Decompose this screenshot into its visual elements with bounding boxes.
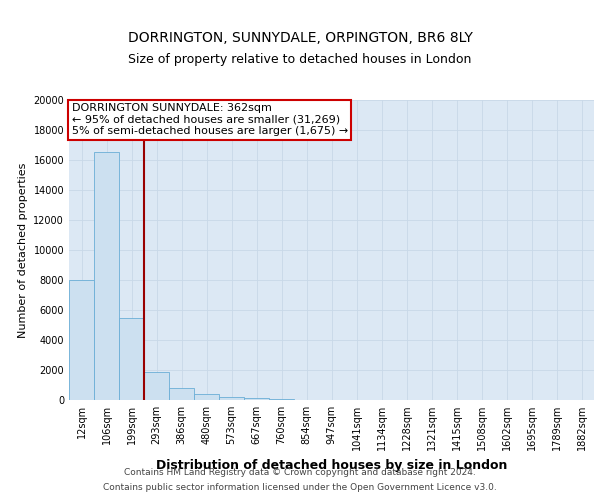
Bar	[169, 388, 194, 400]
Bar	[144, 372, 169, 400]
Bar	[69, 280, 94, 400]
Bar	[269, 398, 294, 400]
Bar	[94, 152, 119, 400]
Text: Size of property relative to detached houses in London: Size of property relative to detached ho…	[128, 54, 472, 66]
Text: Contains public sector information licensed under the Open Government Licence v3: Contains public sector information licen…	[103, 483, 497, 492]
Bar	[194, 394, 219, 400]
Bar	[219, 397, 244, 400]
Text: DORRINGTON SUNNYDALE: 362sqm
← 95% of detached houses are smaller (31,269)
5% of: DORRINGTON SUNNYDALE: 362sqm ← 95% of de…	[71, 103, 348, 136]
Text: Contains HM Land Registry data © Crown copyright and database right 2024.: Contains HM Land Registry data © Crown c…	[124, 468, 476, 477]
Y-axis label: Number of detached properties: Number of detached properties	[18, 162, 28, 338]
Bar	[244, 398, 269, 400]
X-axis label: Distribution of detached houses by size in London: Distribution of detached houses by size …	[156, 458, 507, 471]
Text: DORRINGTON, SUNNYDALE, ORPINGTON, BR6 8LY: DORRINGTON, SUNNYDALE, ORPINGTON, BR6 8L…	[128, 30, 472, 44]
Bar	[119, 318, 144, 400]
